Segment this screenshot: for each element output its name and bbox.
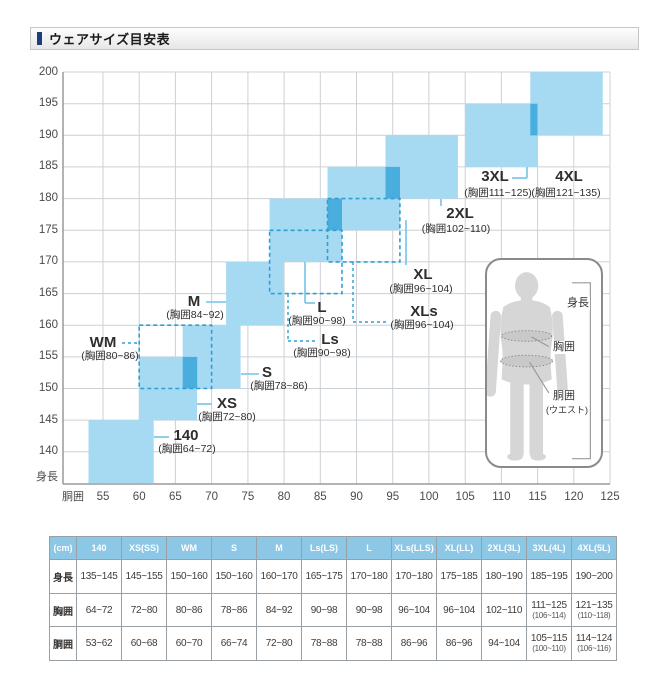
waist-measure-ellipse xyxy=(500,354,554,368)
col-header-Ls(LS): Ls(LS) xyxy=(301,536,347,560)
table-cell: 111~125 (106~114) xyxy=(526,593,572,627)
size-box-M xyxy=(226,261,284,326)
sub: (106~114) xyxy=(532,610,566,620)
table-cell: 78~88 xyxy=(301,626,347,661)
table-cell: 86~96 xyxy=(436,626,482,661)
table-row: 胸囲 64~72 72~80 80~86 78~86 84~92 90~98 90~98 96~… xyxy=(49,593,617,627)
table-cell: 145~155 xyxy=(121,559,167,594)
size-box-WM xyxy=(138,324,213,390)
overlap-3XL-4XL xyxy=(530,103,538,136)
table-cell: 180~190 xyxy=(481,559,527,594)
row-label: 胸囲 xyxy=(49,593,77,627)
size-box-3XL xyxy=(465,103,538,167)
size-box-4XL xyxy=(530,72,603,136)
col-header-4XL(5L): 4XL(5L) xyxy=(571,536,617,560)
col-header-WM: WM xyxy=(166,536,212,560)
table-cell: 80~86 xyxy=(166,593,212,627)
figure-left-foot xyxy=(507,452,523,461)
table-cell: 78~88 xyxy=(346,626,392,661)
table-cell: 105~115 (100~110) xyxy=(526,626,572,661)
table-cell: 90~98 xyxy=(346,593,392,627)
table-cell: 72~80 xyxy=(256,626,302,661)
header-row: (cm) 140 XS(SS) WM S M Ls(LS) L XLs(LLS) XL(LL) 2X… xyxy=(49,536,617,560)
figure-neck xyxy=(520,293,533,306)
figure-left-leg xyxy=(510,373,524,459)
table-row: 胴囲 53~62 60~68 60~70 66~74 72~80 78~88 78~88 86~… xyxy=(49,626,617,661)
table-cell: 86~96 xyxy=(391,626,437,661)
table-cell: 90~98 xyxy=(301,593,347,627)
chest-label: 胸囲 xyxy=(552,341,576,355)
height-bracket-line xyxy=(572,282,591,460)
col-header-L: L xyxy=(346,536,392,560)
figure-torso xyxy=(500,300,553,385)
col-header-S: S xyxy=(211,536,257,560)
row-label: 身長 xyxy=(49,559,77,594)
figure-right-leg xyxy=(529,373,544,459)
figure-right-foot xyxy=(530,452,546,461)
unit-header: (cm) xyxy=(49,536,77,560)
sub: (106~116) xyxy=(577,644,611,654)
table-cell: 170~180 xyxy=(346,559,392,594)
figure-left-arm xyxy=(487,310,502,397)
table-cell: 150~160 xyxy=(211,559,257,594)
section-title-bar: ウェアサイズ目安表 xyxy=(30,27,639,50)
sub: (110~118) xyxy=(577,610,611,620)
col-header-140: 140 xyxy=(76,536,122,560)
table-cell: 165~175 xyxy=(301,559,347,594)
size-table-container: (cm) 140 XS(SS) WM S M Ls(LS) L XLs(LLS) XL(LL) 2X… xyxy=(49,536,617,661)
col-header-XS(SS): XS(SS) xyxy=(121,536,167,560)
chest-connector-line xyxy=(531,336,550,348)
table-cell: 102~110 xyxy=(481,593,527,627)
overlap-XL-2XL xyxy=(385,166,400,199)
col-header-M: M xyxy=(256,536,302,560)
table-cell: 66~74 xyxy=(211,626,257,661)
table-cell: 170~180 xyxy=(391,559,437,594)
thead: (cm) 140 XS(SS) WM S M Ls(LS) L XLs(LLS) XL(LL) 2X… xyxy=(49,536,617,560)
table-cell: 114~124 (106~116) xyxy=(571,626,617,661)
table-cell: 160~170 xyxy=(256,559,302,594)
title-accent-bar xyxy=(37,32,42,45)
table-cell: 190~200 xyxy=(571,559,617,594)
table-cell: 72~80 xyxy=(121,593,167,627)
size-box-140 xyxy=(88,420,154,484)
table-cell: 150~160 xyxy=(166,559,212,594)
col-header-XLs(LLS): XLs(LLS) xyxy=(391,536,437,560)
table-cell: 175~185 xyxy=(436,559,482,594)
table-cell: 96~104 xyxy=(391,593,437,627)
table-row: 身長 135~145 145~155 150~160 150~160 160~170 165… xyxy=(49,559,617,594)
table-cell: 78~86 xyxy=(211,593,257,627)
human-figure xyxy=(487,272,591,461)
col-header-3XL(4L): 3XL(4L) xyxy=(526,536,572,560)
size-box-XLs xyxy=(326,197,401,263)
table-cell: 135~145 xyxy=(76,559,122,594)
chest-measure-ellipse xyxy=(501,330,553,342)
table-cell: 64~72 xyxy=(76,593,122,627)
row-label: 胴囲 xyxy=(49,626,77,661)
col-header-XL(LL): XL(LL) xyxy=(436,536,482,560)
sub: (100~110) xyxy=(532,644,566,654)
table-cell: 96~104 xyxy=(436,593,482,627)
waist-label: 胴囲 xyxy=(552,390,576,404)
overlap-XS-S xyxy=(182,356,198,389)
figure-head xyxy=(515,272,539,300)
waist-connector-line xyxy=(529,361,550,394)
tbody: 身長 135~145 145~155 150~160 150~160 160~170 165… xyxy=(49,559,617,661)
table-cell: 60~70 xyxy=(166,626,212,661)
height-label: 身長 xyxy=(566,297,590,311)
size-box-Ls xyxy=(268,229,343,295)
overlap-L-XL xyxy=(327,198,342,231)
table-cell: 121~135 (110~118) xyxy=(571,593,617,627)
page-title: ウェアサイズ目安表 xyxy=(49,32,171,47)
size-table: (cm) 140 XS(SS) WM S M Ls(LS) L XLs(LLS) XL(LL) 2X… xyxy=(49,536,617,661)
table-cell: 84~92 xyxy=(256,593,302,627)
table-cell: 94~104 xyxy=(481,626,527,661)
body-measure-panel: 身長 胸囲 胴囲 (ウエスト) xyxy=(485,258,603,468)
table-cell: 185~195 xyxy=(526,559,572,594)
table-cell: 60~68 xyxy=(121,626,167,661)
col-header-2XL(3L): 2XL(3L) xyxy=(481,536,527,560)
waist-sub-label: (ウエスト) xyxy=(545,405,589,416)
table-cell: 53~62 xyxy=(76,626,122,661)
